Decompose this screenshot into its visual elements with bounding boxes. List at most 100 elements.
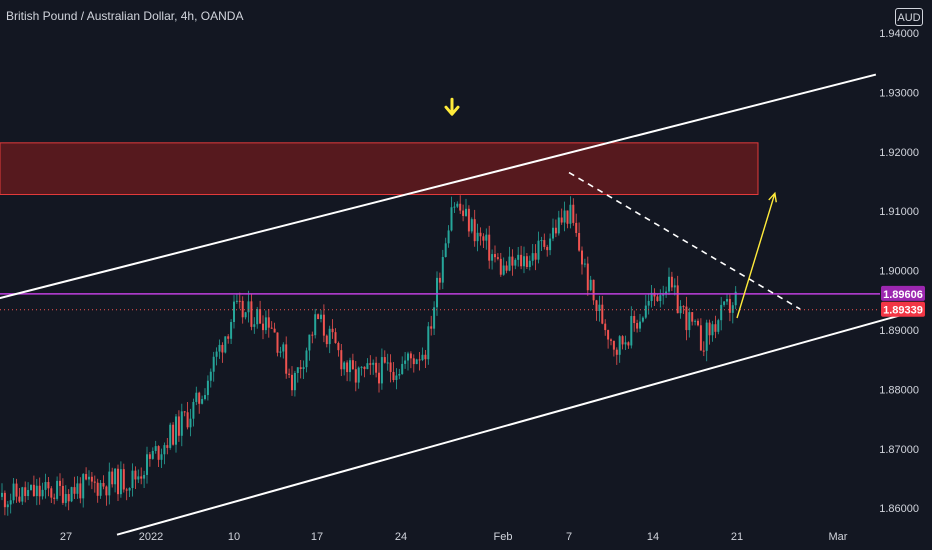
candle-down	[166, 445, 169, 448]
candle-down	[543, 240, 546, 247]
candle-up	[163, 445, 166, 455]
candle-up	[215, 351, 218, 357]
candle-down	[612, 340, 615, 350]
candle-down	[636, 323, 639, 329]
candle-down	[250, 301, 253, 327]
candle-up	[114, 468, 117, 485]
candle-up	[514, 259, 517, 266]
candle-up	[212, 356, 215, 372]
candle-down	[79, 483, 82, 499]
candle-down	[708, 322, 711, 336]
dashed-trendline[interactable]	[568, 171, 801, 310]
time-tick-label: Mar	[829, 531, 848, 543]
candle-down	[392, 371, 395, 381]
candle-up	[279, 351, 282, 353]
candle-down	[482, 236, 485, 241]
candle-down	[262, 323, 264, 331]
channel-lower-line[interactable]	[116, 314, 902, 536]
time-tick-label: 24	[395, 531, 407, 543]
candle-up	[9, 500, 12, 505]
chart-title: British Pound / Australian Dollar, 4h, O…	[6, 9, 244, 23]
candle-up	[30, 484, 32, 491]
candle-up	[731, 305, 734, 313]
top-marker-arrow-icon	[444, 97, 460, 116]
currency-button[interactable]: AUD	[895, 8, 923, 26]
candle-up	[224, 336, 227, 353]
candle-down	[494, 254, 496, 258]
candle-up	[470, 219, 473, 232]
resistance-zone[interactable]	[0, 142, 759, 195]
candle-up	[552, 227, 554, 239]
candle-up	[563, 210, 566, 223]
candle-up	[404, 360, 407, 364]
candle-down	[691, 312, 694, 322]
candle-up	[395, 375, 398, 381]
candle-down	[534, 253, 537, 260]
candle-up	[349, 360, 351, 373]
candle-up	[169, 424, 172, 448]
candle-down	[378, 372, 380, 384]
candle-down	[337, 342, 340, 351]
candle-up	[175, 416, 177, 445]
candle-up	[88, 476, 90, 480]
candle-down	[198, 392, 201, 404]
candle-up	[372, 362, 375, 365]
candle-down	[311, 334, 314, 336]
candle-up	[427, 326, 430, 360]
candle-up	[76, 483, 79, 494]
candle-up	[247, 301, 250, 313]
candle-down	[325, 335, 328, 345]
candle-down	[346, 362, 349, 373]
candle-up	[305, 350, 308, 368]
candle-down	[462, 210, 465, 216]
candle-up	[694, 320, 697, 322]
candle-up	[557, 217, 560, 234]
candle-up	[146, 454, 148, 475]
candle-up	[401, 363, 404, 375]
candle-down	[389, 362, 392, 372]
candle-down	[148, 454, 151, 459]
candle-up	[528, 260, 531, 268]
candle-up	[308, 334, 311, 351]
candle-up	[523, 256, 525, 267]
candle-up	[665, 291, 668, 295]
candle-up	[421, 354, 424, 361]
candle-up	[1, 492, 3, 497]
candle-up	[398, 374, 401, 376]
candle-up	[415, 359, 418, 365]
candle-down	[459, 203, 462, 211]
price-tick-label: 1.89000	[879, 325, 919, 337]
current-price-badge	[881, 301, 925, 317]
projection-arrow-line[interactable]	[736, 193, 776, 319]
candle-up	[465, 208, 467, 216]
candle-down	[32, 484, 35, 497]
candle-up	[589, 279, 592, 291]
candle-up	[328, 328, 331, 345]
candle-up	[180, 411, 183, 436]
candle-down	[601, 304, 604, 324]
candle-up	[444, 243, 447, 258]
candle-up	[441, 257, 444, 283]
candle-down	[24, 487, 27, 497]
candle-up	[517, 254, 520, 260]
candle-up	[673, 285, 676, 288]
candle-down	[276, 332, 279, 353]
candle-down	[610, 339, 612, 341]
candle-down	[15, 483, 18, 497]
candle-down	[479, 232, 482, 237]
candle-up	[688, 312, 691, 331]
candle-down	[699, 325, 702, 351]
candle-up	[195, 392, 198, 402]
candle-up	[27, 490, 30, 497]
candle-down	[90, 476, 93, 482]
candle-up	[35, 485, 38, 497]
candle-up	[70, 487, 73, 502]
candle-down	[676, 285, 679, 314]
price-tick-label: 1.87000	[879, 444, 919, 456]
candle-down	[412, 358, 415, 365]
candle-up	[641, 317, 644, 322]
candle-up	[320, 314, 322, 320]
candle-down	[685, 306, 688, 331]
channel-upper-line[interactable]	[0, 73, 877, 351]
